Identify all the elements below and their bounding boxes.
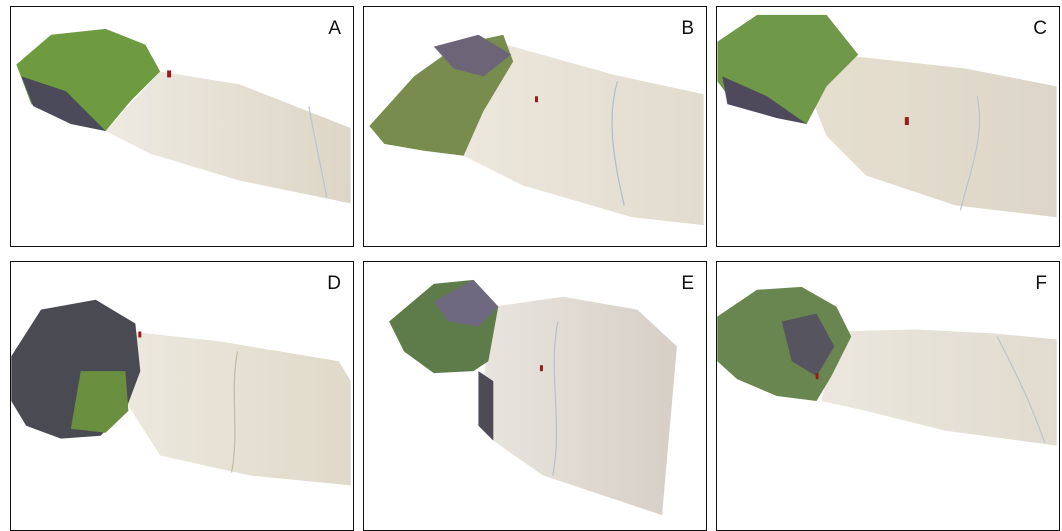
panel-label-e: E	[681, 273, 694, 294]
panel-label-b: B	[681, 18, 694, 39]
terrain-panel-b: B	[363, 6, 707, 247]
terrain-render-a	[16, 28, 351, 204]
site-marker	[167, 70, 172, 78]
panel-label-c: C	[1033, 18, 1047, 39]
dark-rock-cliff	[21, 76, 106, 131]
sand-surface	[821, 329, 1057, 446]
panel-label-f: F	[1035, 273, 1047, 294]
sand-surface	[463, 36, 704, 226]
river-trace	[231, 351, 239, 473]
terrain-panel-f: F	[716, 261, 1060, 531]
terrain-render-b	[369, 34, 704, 226]
terrain-render-f	[717, 286, 1057, 446]
dark-rock-cliff	[433, 34, 512, 77]
river-trace	[959, 96, 981, 211]
terrain-render-e	[389, 279, 677, 516]
vegetated-slope	[70, 371, 129, 433]
river-trace	[996, 336, 1046, 443]
sand-surface	[483, 296, 677, 516]
sand-surface	[125, 331, 351, 486]
site-marker	[904, 117, 909, 126]
panel-label-d: D	[327, 273, 341, 294]
river-trace	[308, 106, 328, 198]
terrain-panel-e: E	[363, 261, 707, 531]
terrain-panel-c: C	[716, 6, 1060, 247]
terrain-render-d	[11, 299, 351, 486]
dark-rock-face	[781, 313, 835, 377]
panel-label-a: A	[328, 18, 341, 39]
river-trace	[552, 321, 559, 476]
site-marker	[138, 331, 142, 338]
site-marker	[535, 96, 538, 103]
terrain-panel-d: D	[10, 261, 354, 531]
rock-outcrop	[433, 279, 499, 327]
sand-surface	[806, 56, 1057, 218]
shadowed-slope	[478, 371, 494, 441]
terrain-panel-a: A	[10, 6, 354, 247]
dark-rock-cliff	[722, 76, 807, 125]
sand-surface	[105, 71, 351, 204]
site-marker	[539, 365, 543, 372]
terrain-render-c	[717, 14, 1057, 218]
site-marker	[815, 373, 819, 380]
river-trace	[611, 81, 625, 206]
